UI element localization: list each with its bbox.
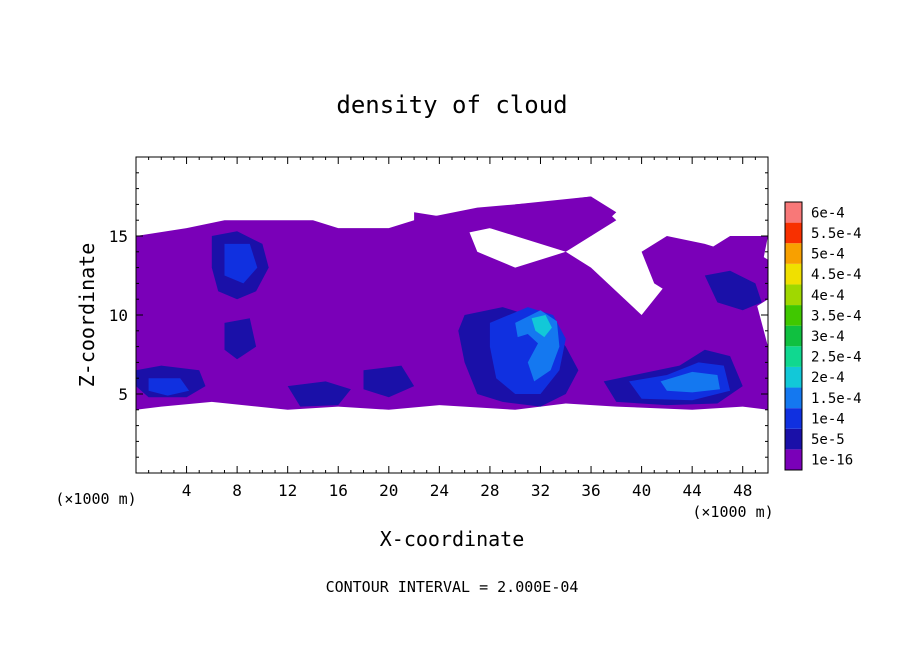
x-tick-label: 40 [632,481,651,500]
x-unit-left: (×1000 m) [55,490,136,508]
colorbar-swatch [785,346,802,367]
contour-region [287,381,351,407]
x-tick-label: 8 [232,481,242,500]
x-tick-label: 20 [379,481,398,500]
contour-region [660,371,720,393]
colorbar-label: 4e-4 [811,288,845,304]
colorbar-swatch [785,366,802,388]
colorbar-frame [784,201,803,471]
colorbar-label: 4.5e-4 [811,267,862,283]
contour-fill-layer [136,196,768,410]
contour-region [224,243,258,284]
colorbar-label: 5e-4 [811,247,845,263]
colorbar-swatch [785,305,802,326]
x-unit-right: (×1000 m) [692,503,773,521]
contour-interval-note: CONTOUR INTERVAL = 2.000E-04 [326,578,579,596]
x-tick-label: 16 [329,481,348,500]
colorbar-label: 3.5e-4 [811,308,862,324]
x-axis-ticks: 4 8 12 16 20 24 28 32 36 40 44 48 [148,157,756,500]
x-tick-label: 44 [683,481,702,500]
x-tick-label: 24 [430,481,449,500]
colorbar-label: 2.5e-4 [811,350,862,366]
x-tick-label: 48 [733,481,752,500]
contour-region [224,318,257,360]
contour-region [704,270,762,311]
colorbar: 1e-16 5e-5 1e-4 1.5e-4 2e-4 2.5e-4 3e-4 3.5e-4 4… [784,201,862,471]
colorbar-swatch [785,408,802,429]
x-tick-label: 36 [581,481,600,500]
colorbar-label: 1.5e-4 [811,391,862,407]
colorbar-label: 1e-16 [811,453,853,469]
colorbar-label: 2e-4 [811,370,845,386]
y-tick-label: 10 [109,306,128,325]
colorbar-swatch [785,428,802,450]
colorbar-swatch [785,263,802,285]
colorbar-swatch [785,325,802,347]
contour-region [136,196,768,410]
colorbar-label: 1e-4 [811,411,845,427]
colorbar-swatch [785,222,802,244]
colorbar-swatch [785,243,802,264]
contour-region [531,315,552,338]
x-tick-label: 32 [531,481,550,500]
colorbar-label: 6e-4 [811,205,845,221]
colorbar-label: 5.5e-4 [811,226,862,242]
colorbar-swatch [785,449,802,470]
y-tick-label: 5 [118,385,128,404]
x-axis-label: X-coordinate [380,527,525,551]
chart-title: density of cloud [336,91,567,119]
contour-region [148,378,190,396]
colorbar-swatch [785,202,802,223]
y-axis-ticks: 5 10 15 [109,172,768,458]
contour-region [363,365,415,398]
y-axis-label: Z-coordinate [75,243,99,388]
x-tick-label: 12 [278,481,297,500]
colorbar-swatch [785,284,802,306]
x-tick-label: 28 [480,481,499,500]
colorbar-label: 5e-5 [811,432,845,448]
colorbar-swatch [785,387,802,409]
contour-region [414,196,617,236]
colorbar-label: 3e-4 [811,329,845,345]
x-tick-label: 4 [182,481,192,500]
y-tick-label: 15 [109,227,128,246]
